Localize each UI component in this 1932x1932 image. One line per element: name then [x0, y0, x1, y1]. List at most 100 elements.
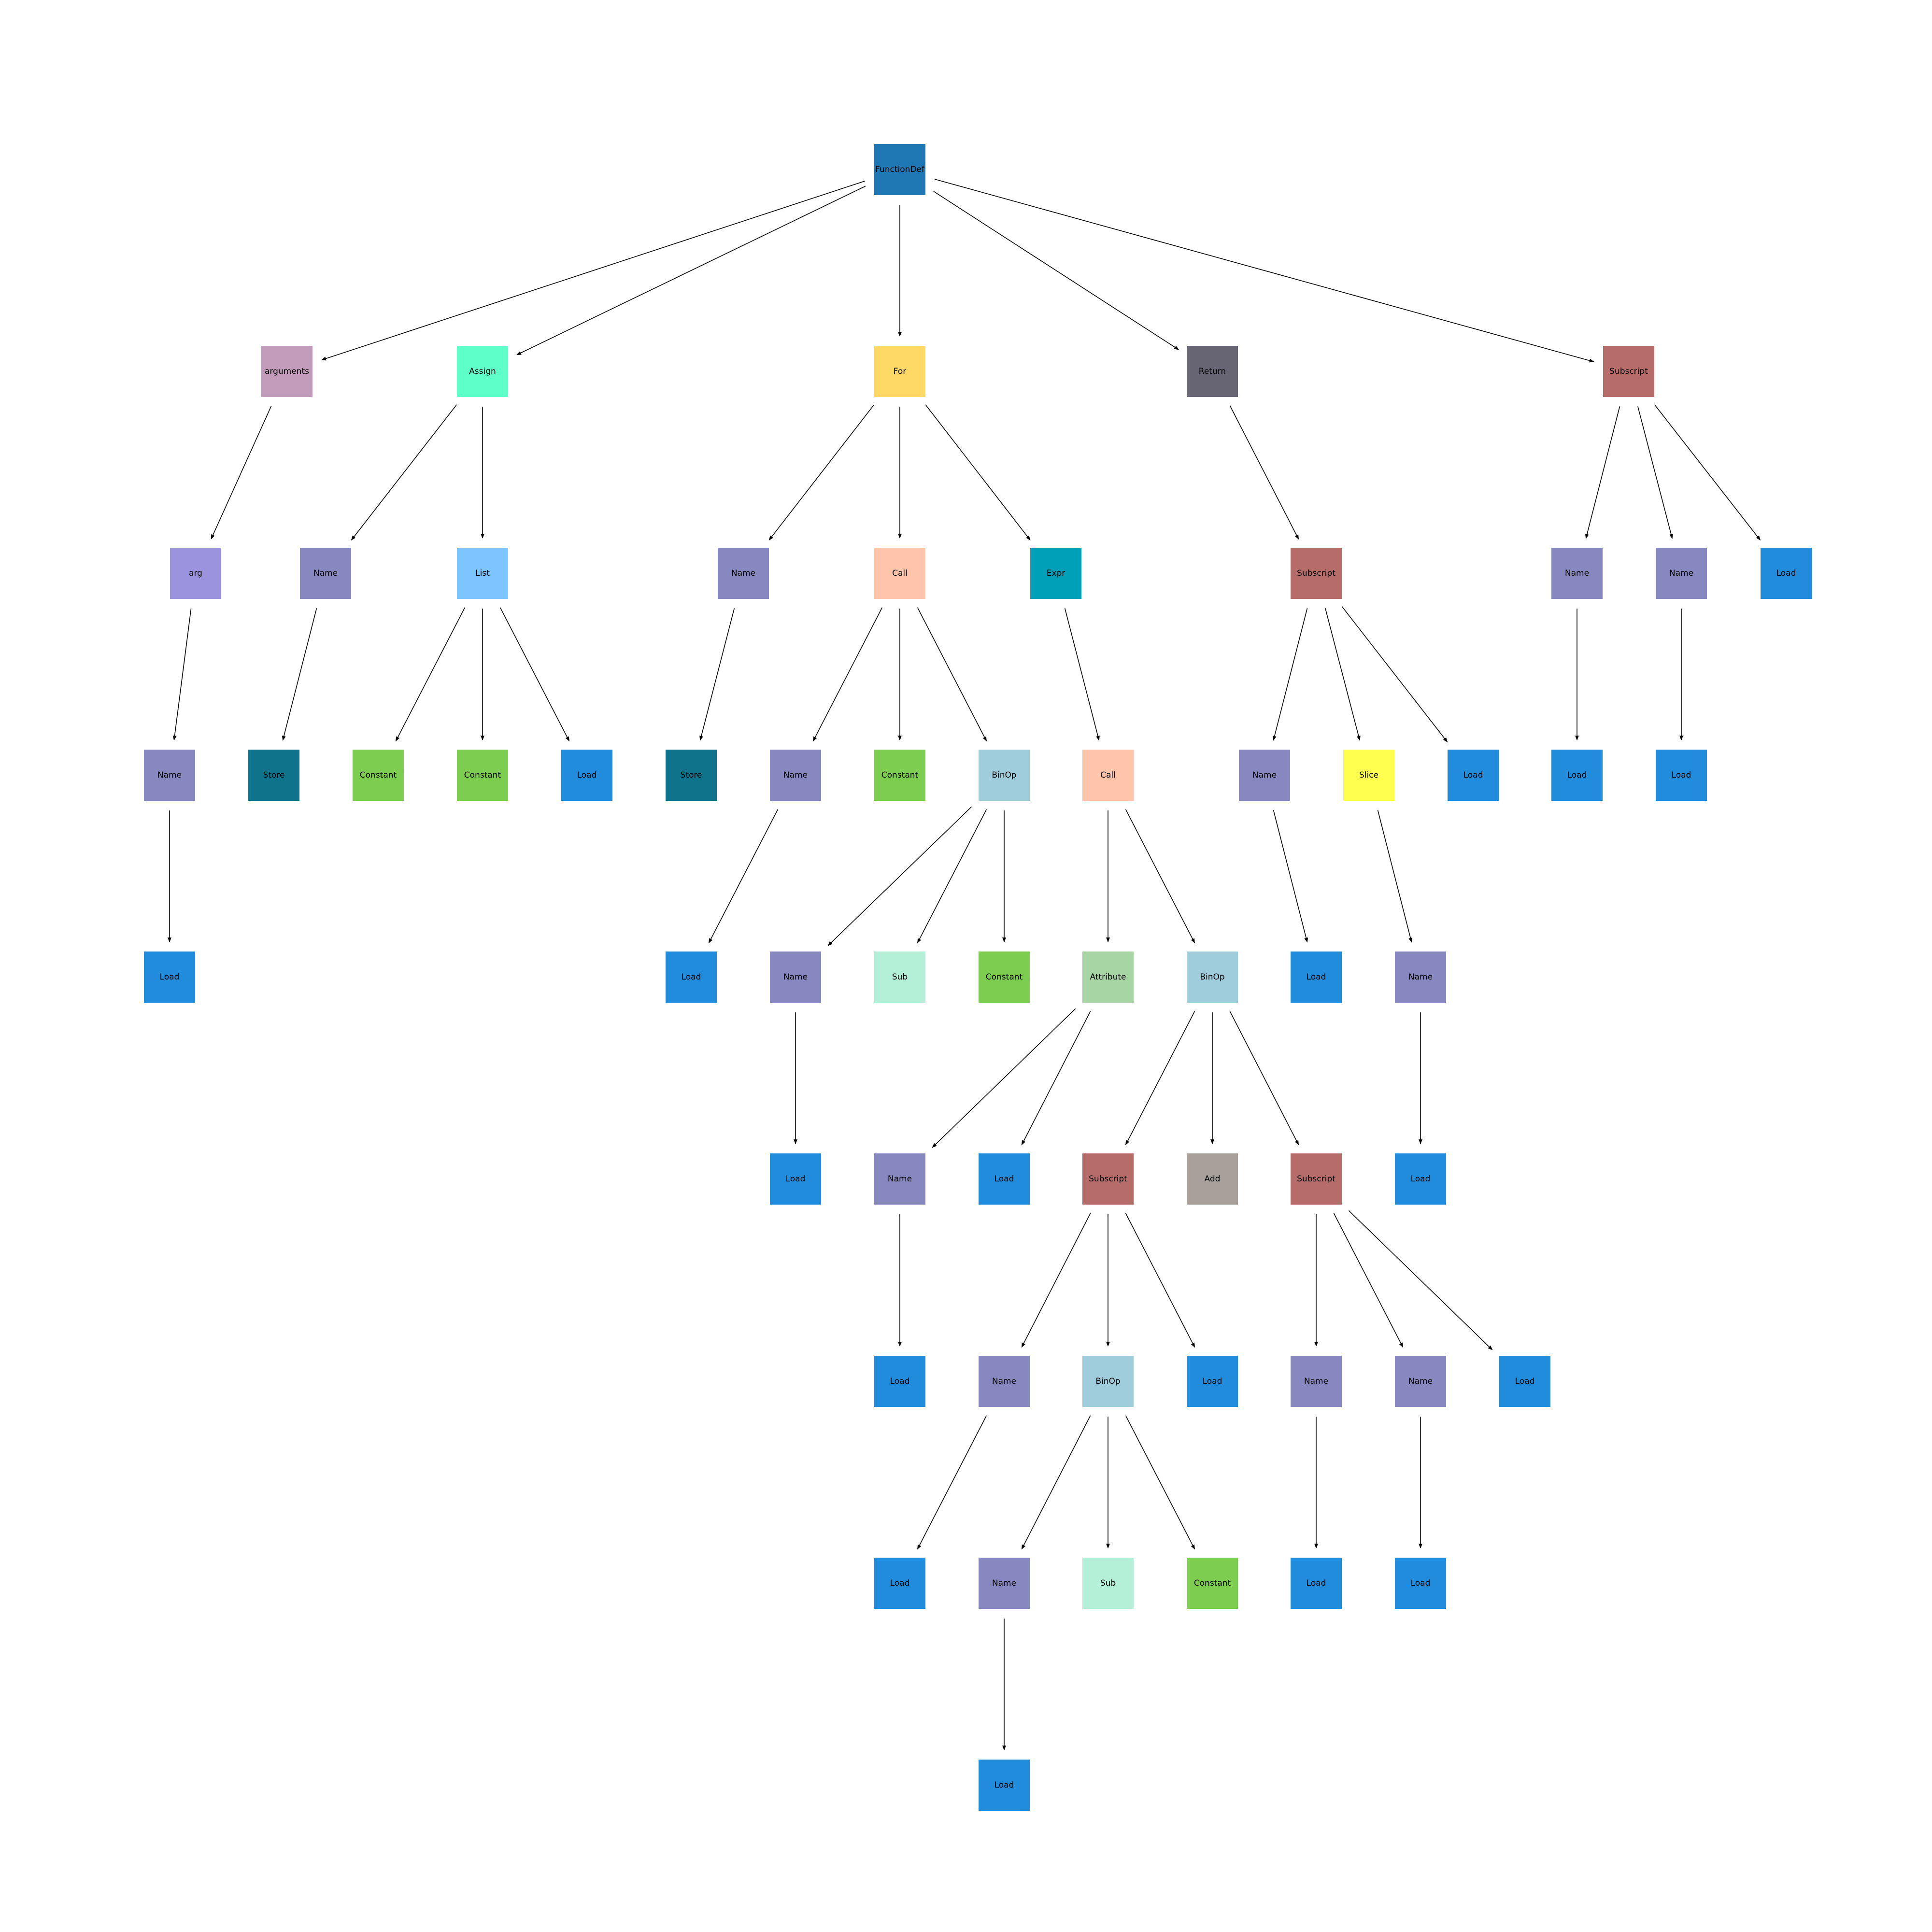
node-label: Return [1199, 367, 1226, 376]
node-label: Name [1565, 568, 1589, 578]
node-name: Name [770, 952, 821, 1003]
node-box [457, 548, 508, 599]
node-box [1603, 346, 1654, 397]
node-binop: BinOp [979, 750, 1030, 801]
node-box [457, 750, 508, 801]
node-constant: Constant [874, 750, 925, 801]
node-box [1187, 952, 1238, 1003]
node-label: Name [992, 1578, 1016, 1588]
node-load: Load [979, 1760, 1030, 1811]
edge-n4-n12 [1229, 405, 1299, 540]
node-name: Name [718, 548, 769, 599]
edge-n9-n21 [699, 608, 735, 741]
node-load: Load [1291, 952, 1342, 1003]
node-load: Load [1395, 1558, 1446, 1609]
node-label: Constant [986, 972, 1023, 982]
node-box [1082, 1558, 1134, 1609]
edge-n12-n26 [1272, 608, 1308, 741]
node-box [979, 952, 1030, 1003]
node-name: Name [1239, 750, 1290, 801]
node-label: Name [783, 972, 808, 982]
node-box [770, 750, 821, 801]
node-label: Load [160, 972, 180, 982]
node-store: Store [248, 750, 299, 801]
node-list: List [457, 548, 508, 599]
edge-n22-n32 [708, 809, 779, 944]
node-label: Name [1408, 972, 1433, 982]
node-label: FunctionDef [875, 165, 925, 174]
node-label: Load [786, 1174, 806, 1184]
node-label: Load [994, 1174, 1014, 1184]
node-box [144, 952, 195, 1003]
node-constant: Constant [1187, 1558, 1238, 1609]
node-functiondef: FunctionDef [874, 144, 925, 195]
edge-n0-n5 [935, 179, 1594, 363]
node-box [1187, 346, 1238, 397]
node-subscript: Subscript [1082, 1153, 1134, 1205]
node-label: Sub [1100, 1578, 1116, 1588]
node-label: Subscript [1297, 568, 1335, 578]
node-box [1291, 952, 1342, 1003]
node-label: Load [1672, 770, 1691, 780]
node-binop: BinOp [1082, 1356, 1134, 1407]
node-assign: Assign [457, 346, 508, 397]
edge-n10-n22 [812, 607, 883, 742]
node-label: Load [1307, 972, 1326, 982]
node-binop: BinOp [1187, 952, 1238, 1003]
node-load: Load [1187, 1356, 1238, 1407]
node-label: Expr [1047, 568, 1065, 578]
node-box [1239, 750, 1290, 801]
node-box [874, 548, 925, 599]
node-box [1082, 952, 1134, 1003]
node-box [874, 1153, 925, 1205]
node-constant: Constant [353, 750, 404, 801]
node-label: Constant [881, 770, 919, 780]
node-box [561, 750, 612, 801]
node-load: Load [874, 1558, 925, 1609]
node-name: Name [1291, 1356, 1342, 1407]
node-label: Load [890, 1578, 910, 1588]
node-box [1656, 750, 1707, 801]
node-expr: Expr [1030, 548, 1081, 599]
node-box [874, 346, 925, 397]
node-load: Load [1499, 1356, 1550, 1407]
node-label: Name [731, 568, 755, 578]
node-label: Store [263, 770, 285, 780]
node-name: Name [770, 750, 821, 801]
edge-n0-n1 [321, 180, 866, 361]
edge-n43-n48 [1021, 1213, 1091, 1348]
edge-n36-n41 [932, 1008, 1076, 1148]
node-load: Load [1448, 750, 1499, 801]
edge-n1-n6 [211, 405, 272, 540]
node-box [353, 750, 404, 801]
node-sub: Sub [874, 952, 925, 1003]
node-return: Return [1187, 346, 1238, 397]
node-box [300, 548, 351, 599]
node-label: For [894, 367, 907, 376]
node-label: Load [890, 1377, 910, 1386]
node-box [979, 1153, 1030, 1205]
node-label: BinOp [1095, 1377, 1120, 1386]
edge-n7-n17 [282, 608, 317, 741]
node-box [979, 750, 1030, 801]
node-label: Load [1776, 568, 1796, 578]
edge-n45-n53 [1348, 1210, 1493, 1350]
node-load: Load [979, 1153, 1030, 1205]
node-load: Load [1761, 548, 1812, 599]
node-box [1291, 1153, 1342, 1205]
node-label: Subscript [1609, 367, 1648, 376]
node-load: Load [1291, 1558, 1342, 1609]
node-label: Call [1100, 770, 1116, 780]
node-constant: Constant [457, 750, 508, 801]
node-load: Load [1551, 750, 1603, 801]
node-label: Name [783, 770, 808, 780]
node-box [770, 952, 821, 1003]
node-label: arguments [265, 367, 309, 376]
edge-n12-n28 [1341, 606, 1448, 743]
node-name: Name [1551, 548, 1603, 599]
edge-n6-n16 [172, 608, 192, 741]
node-label: Call [892, 568, 908, 578]
node-arg: arg [170, 548, 221, 599]
node-box [1551, 548, 1603, 599]
node-label: Load [682, 972, 701, 982]
